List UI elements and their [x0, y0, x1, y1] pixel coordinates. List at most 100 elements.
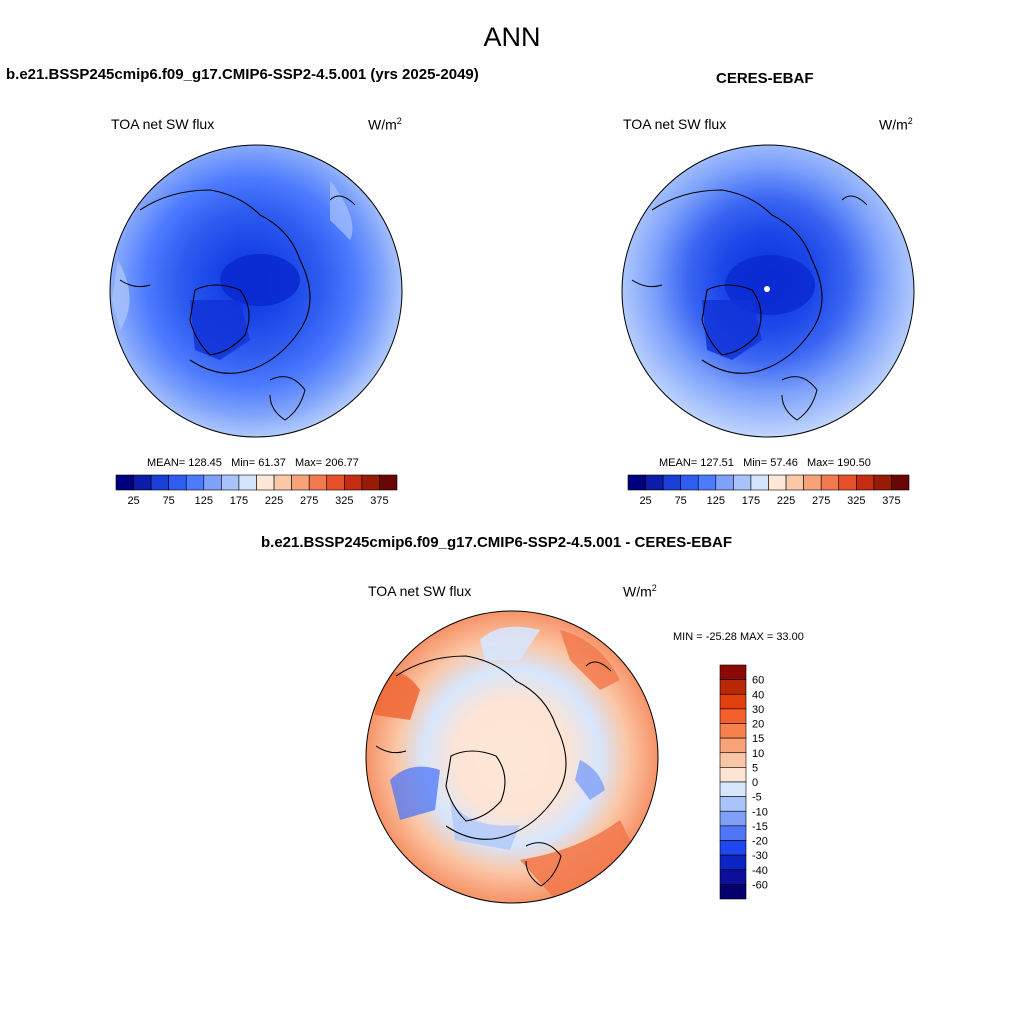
units-text: W/m [368, 116, 397, 133]
obs-colorbar-tick-label: 25 [639, 495, 651, 507]
model-colorbar-color-box [291, 474, 310, 491]
obs-colorbar-tick-label: 125 [707, 495, 725, 507]
obs-colorbar-color-box [891, 474, 910, 491]
model-colorbar-color-box [150, 474, 169, 491]
model-colorbar-color-box [115, 474, 134, 491]
model-units-label: W/m2 [368, 116, 402, 133]
units-superscript: 2 [651, 583, 657, 593]
obs-colorbar-tick-label: 175 [742, 495, 760, 507]
diff-units-label: W/m2 [623, 583, 657, 600]
model-max: Max= 206.77 [294, 457, 359, 469]
diff-colorbar-tick-label: 5 [752, 762, 758, 774]
model-colorbar-color-box [203, 474, 222, 491]
diff-colorbar-tick-label: 40 [752, 689, 764, 701]
obs-colorbar-color-box [856, 474, 875, 491]
diff-colorbar-tick-label: 20 [752, 719, 764, 731]
obs-colorbar-color-box [768, 474, 787, 491]
obs-colorbar-color-box [680, 474, 699, 491]
diff-colorbar-tick-label: 30 [752, 704, 764, 716]
model-colorbar-tick-label: 325 [335, 495, 353, 507]
obs-colorbar-color-box [697, 474, 717, 491]
obs-colorbar-color-box [838, 474, 857, 491]
obs-max: Max= 190.50 [806, 457, 871, 469]
diff-polar-map [365, 610, 659, 904]
diff-colorbar-tick-label: -10 [752, 806, 768, 818]
model-colorbar-color-box [361, 474, 380, 491]
obs-min: Min= 57.46 [743, 457, 798, 469]
obs-colorbar-tick-label: 75 [675, 495, 687, 507]
diff-colorbar-tick-label: -40 [752, 865, 768, 877]
obs-units-label: W/m2 [879, 116, 913, 133]
diff-colorbar-color-box [719, 840, 747, 856]
diff-colorbar-color-box [719, 810, 747, 827]
figure-title: ANN [483, 22, 541, 52]
units-text: W/m [879, 116, 908, 133]
diff-colorbar-color-box [719, 737, 747, 754]
obs-colorbar-color-box [733, 474, 752, 491]
diff-colorbar-color-box [719, 752, 747, 768]
obs-stats: MEAN= 127.51 Min= 57.46 Max= 190.50 [659, 457, 871, 469]
diff-colorbar-tick-label: 10 [752, 748, 764, 760]
model-colorbar-color-box [379, 474, 398, 491]
model-panel-title: b.e21.BSSP245cmip6.f09_g17.CMIP6-SSP2-4.… [6, 66, 479, 83]
obs-colorbar-color-box [750, 474, 769, 491]
model-colorbar-tick-label: 125 [195, 495, 213, 507]
obs-colorbar-color-box [715, 474, 734, 491]
diff-panel-title: b.e21.BSSP245cmip6.f09_g17.CMIP6-SSP2-4.… [261, 534, 733, 551]
diff-colorbar: 60 40 30 20 15 10 5 0 -5 -10 -15 -20 -30 -40 -60 [719, 664, 768, 900]
diff-colorbar-color-box [719, 781, 747, 797]
obs-colorbar-color-box [803, 474, 822, 491]
model-colorbar-color-box [133, 474, 152, 491]
model-colorbar-color-box [221, 474, 240, 491]
model-colorbar-tick-label: 175 [230, 495, 248, 507]
diff-colorbar-tick-label: -15 [752, 821, 768, 833]
diff-colorbar-color-box [719, 869, 747, 885]
model-colorbar-color-box [185, 474, 205, 491]
diff-colorbar-color-box [719, 796, 747, 812]
model-colorbar-color-box [344, 474, 363, 491]
diff-colorbar-color-box [719, 679, 747, 695]
model-colorbar-tick-label: 25 [127, 495, 139, 507]
diff-colorbar-color-box [719, 723, 747, 739]
diff-colorbar-color-box [719, 767, 747, 783]
model-colorbar-color-box [273, 474, 292, 491]
diff-colorbar-tick-label: 60 [752, 675, 764, 687]
model-colorbar-color-box [168, 474, 187, 491]
model-colorbar-tick-label: 75 [163, 495, 175, 507]
units-superscript: 2 [396, 116, 402, 126]
obs-colorbar-tick-label: 325 [847, 495, 865, 507]
units-superscript: 2 [907, 116, 913, 126]
diff-colorbar-color-box [719, 825, 747, 841]
obs-mean: MEAN= 127.51 [659, 457, 734, 469]
model-polar-map [109, 144, 403, 438]
obs-colorbar-color-box [820, 474, 840, 491]
obs-colorbar-color-box [627, 474, 646, 491]
units-text: W/m [623, 583, 652, 600]
diff-colorbar-tick-label: -30 [752, 850, 768, 862]
diff-colorbar-color-box [719, 708, 747, 724]
obs-variable-label: TOA net SW flux [623, 116, 727, 132]
model-stats: MEAN= 128.45 Min= 61.37 Max= 206.77 [147, 457, 359, 469]
model-colorbar-color-box [256, 474, 275, 491]
diff-colorbar-tick-label: -5 [752, 792, 762, 804]
model-colorbar-tick-label: 275 [300, 495, 318, 507]
model-colorbar: 25 75 125 175 225 275 325 375 [115, 474, 398, 507]
obs-polar-map [621, 144, 915, 438]
model-colorbar-tick-label: 225 [265, 495, 283, 507]
obs-colorbar-color-box [785, 474, 804, 491]
diff-colorbar-color-box [719, 693, 747, 710]
obs-colorbar-tick-label: 225 [777, 495, 795, 507]
obs-colorbar-tick-label: 375 [882, 495, 900, 507]
diff-colorbar-tick-label: -60 [752, 879, 768, 891]
obs-colorbar-color-box [662, 474, 681, 491]
model-colorbar-tick-label: 375 [370, 495, 388, 507]
model-colorbar-color-box [238, 474, 257, 491]
model-variable-label: TOA net SW flux [111, 116, 215, 132]
obs-colorbar: 25 75 125 175 225 275 325 375 [627, 474, 910, 507]
obs-colorbar-color-box [645, 474, 664, 491]
diff-colorbar-color-box [719, 884, 747, 900]
diff-colorbar-color-box [719, 854, 747, 871]
model-colorbar-color-box [326, 474, 345, 491]
diff-variable-label: TOA net SW flux [368, 583, 472, 599]
obs-colorbar-color-box [873, 474, 892, 491]
